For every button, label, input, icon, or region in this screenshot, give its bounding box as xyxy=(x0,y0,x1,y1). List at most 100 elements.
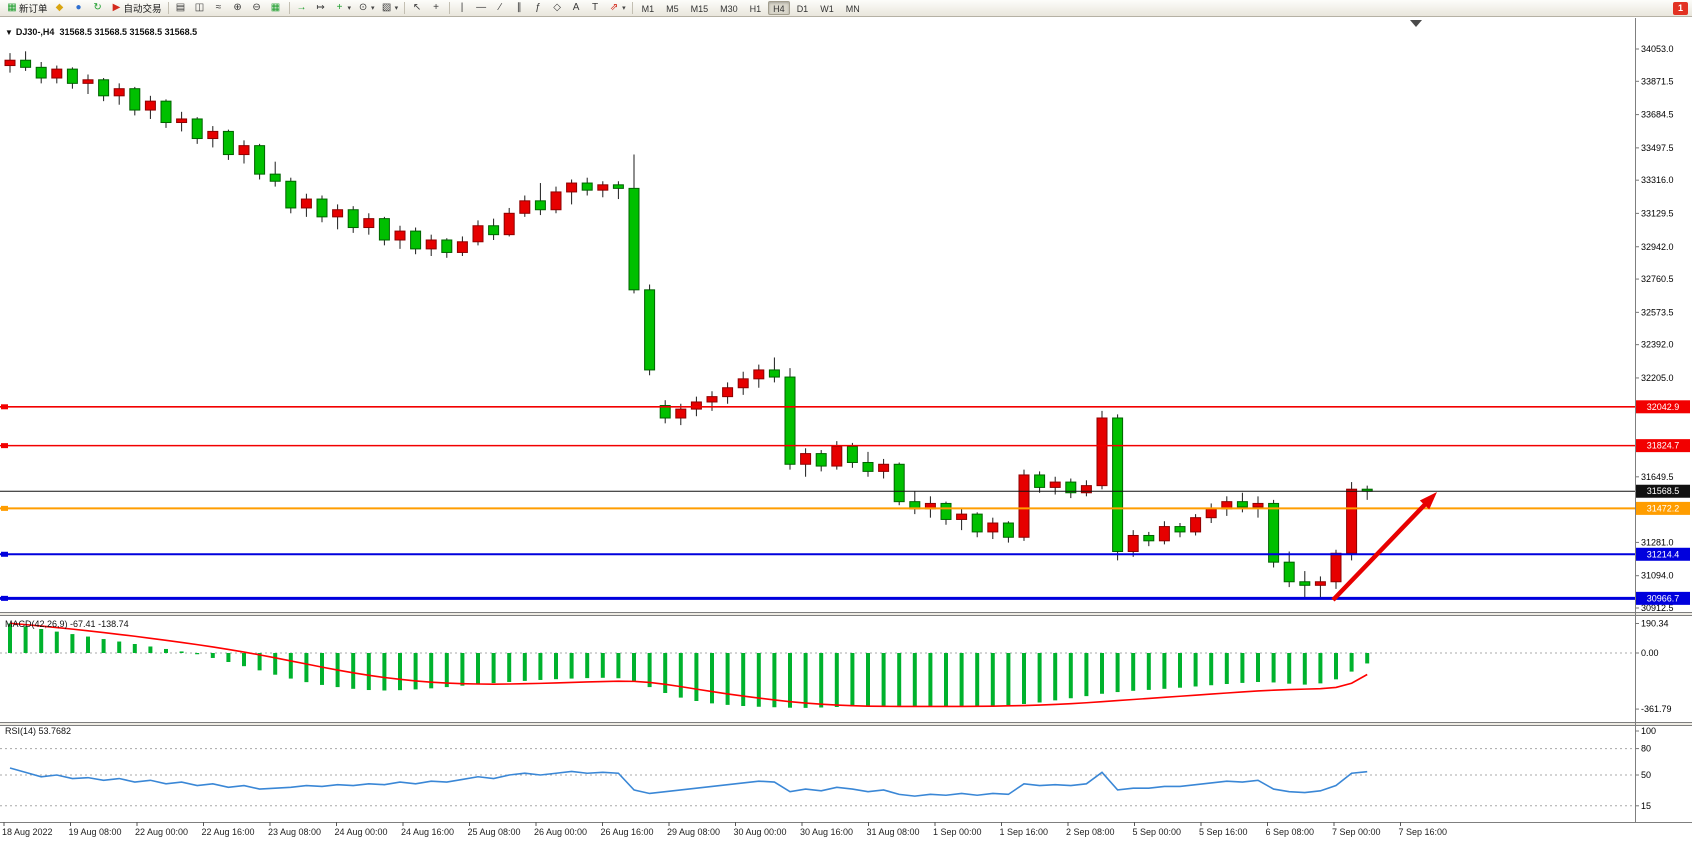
tf-button-m5[interactable]: M5 xyxy=(666,4,679,14)
candle[interactable] xyxy=(519,200,531,214)
vertical-line-tool-button[interactable]: | xyxy=(453,1,472,16)
candle[interactable] xyxy=(768,369,780,378)
candle[interactable] xyxy=(1112,417,1124,552)
candle[interactable] xyxy=(472,225,484,243)
trendline-tool-button[interactable]: ∕ xyxy=(491,1,510,16)
candle[interactable] xyxy=(893,463,905,503)
candle[interactable] xyxy=(722,387,734,398)
candle[interactable] xyxy=(1034,474,1046,488)
refresh-button[interactable]: ↻ xyxy=(89,1,108,16)
candle[interactable] xyxy=(66,68,78,84)
candle[interactable] xyxy=(846,445,858,463)
candle[interactable] xyxy=(831,445,843,467)
candle[interactable] xyxy=(1268,502,1280,563)
candle[interactable] xyxy=(285,180,297,209)
tf-button-w1[interactable]: W1 xyxy=(820,4,834,14)
candle[interactable] xyxy=(784,376,796,465)
candlestick-mode-button[interactable]: ◫ xyxy=(191,1,210,16)
panel-separator[interactable] xyxy=(0,722,1692,725)
indicators-button[interactable]: + ▾ xyxy=(331,1,355,16)
candle[interactable] xyxy=(862,461,874,472)
label-tool-button[interactable]: T xyxy=(586,1,605,16)
candle[interactable] xyxy=(612,184,624,189)
candle[interactable] xyxy=(98,79,110,97)
candle[interactable] xyxy=(1252,502,1264,508)
candle[interactable] xyxy=(534,200,546,211)
candle[interactable] xyxy=(1236,501,1248,508)
candle[interactable] xyxy=(129,88,141,111)
candle[interactable] xyxy=(316,198,328,218)
candle[interactable] xyxy=(1174,526,1186,533)
cursor-tool-button[interactable]: ↖ xyxy=(408,1,427,16)
candle[interactable] xyxy=(550,191,562,211)
candle[interactable] xyxy=(659,405,671,419)
candle[interactable] xyxy=(1143,534,1155,542)
candle[interactable] xyxy=(207,130,219,140)
zoom-out-button[interactable]: ⊖ xyxy=(248,1,267,16)
candle[interactable] xyxy=(222,130,234,156)
candle[interactable] xyxy=(675,408,687,419)
candle[interactable] xyxy=(566,182,578,193)
text-tool-button[interactable]: A xyxy=(567,1,586,16)
candle[interactable] xyxy=(410,230,422,250)
candle[interactable] xyxy=(254,145,266,175)
candle[interactable] xyxy=(503,212,515,236)
candle[interactable] xyxy=(1346,488,1358,554)
candle[interactable] xyxy=(1018,474,1030,538)
candle[interactable] xyxy=(441,239,453,253)
tile-windows-button[interactable]: ▦ xyxy=(267,1,286,16)
trend-arrow[interactable] xyxy=(1331,497,1432,602)
auto-trading-button[interactable]: ▶ 自动交易 xyxy=(108,1,165,16)
crosshair-tool-button[interactable]: + xyxy=(427,1,446,16)
candle[interactable] xyxy=(1158,526,1170,542)
candle[interactable] xyxy=(940,502,952,520)
candle[interactable] xyxy=(815,453,827,467)
candle[interactable] xyxy=(753,369,765,380)
candle[interactable] xyxy=(1330,552,1342,583)
new-order-button[interactable]: ▦ 新订单 xyxy=(3,1,51,16)
channel-tool-button[interactable]: ∥ xyxy=(510,1,529,16)
candle[interactable] xyxy=(737,378,749,389)
candle[interactable] xyxy=(113,88,125,97)
candle[interactable] xyxy=(690,401,702,410)
candle[interactable] xyxy=(347,209,359,229)
candle[interactable] xyxy=(269,173,281,182)
candle[interactable] xyxy=(20,59,32,68)
candle[interactable] xyxy=(987,522,999,533)
horizontal-line-tool-button[interactable]: — xyxy=(472,1,491,16)
periods-button[interactable]: ⊙ ▾ xyxy=(354,1,378,16)
candle[interactable] xyxy=(1065,481,1077,494)
alert-badge[interactable]: 1 xyxy=(1673,2,1688,15)
candle[interactable] xyxy=(971,513,983,533)
candle[interactable] xyxy=(878,463,890,472)
candle[interactable] xyxy=(1314,581,1326,586)
candle[interactable] xyxy=(4,59,16,67)
candle[interactable] xyxy=(597,184,609,191)
line-chart-mode-button[interactable]: ≈ xyxy=(210,1,229,16)
candle[interactable] xyxy=(1080,485,1092,494)
candle[interactable] xyxy=(332,209,344,218)
candle[interactable] xyxy=(35,66,47,79)
candle[interactable] xyxy=(1096,417,1108,487)
candle[interactable] xyxy=(488,225,500,236)
templates-button[interactable]: ▧ ▾ xyxy=(378,1,402,16)
candle[interactable] xyxy=(800,453,812,465)
candle[interactable] xyxy=(706,396,718,403)
tf-button-h1[interactable]: H1 xyxy=(749,4,762,14)
panel-separator[interactable] xyxy=(0,612,1692,615)
candle[interactable] xyxy=(1283,561,1295,583)
candle[interactable] xyxy=(425,239,437,250)
candle[interactable] xyxy=(1205,508,1217,519)
chart-shift-button[interactable]: ↦ xyxy=(312,1,331,16)
tf-button-mn[interactable]: MN xyxy=(845,4,860,14)
candle[interactable] xyxy=(176,118,188,124)
tf-button-h4[interactable]: H4 xyxy=(768,1,790,15)
tf-button-m1[interactable]: M1 xyxy=(641,4,655,14)
candle[interactable] xyxy=(1190,517,1202,533)
candle[interactable] xyxy=(1049,481,1061,488)
candle[interactable] xyxy=(144,100,156,111)
candle[interactable] xyxy=(394,230,406,241)
trend-arrow-head[interactable] xyxy=(1419,492,1437,510)
candle[interactable] xyxy=(1127,534,1139,552)
